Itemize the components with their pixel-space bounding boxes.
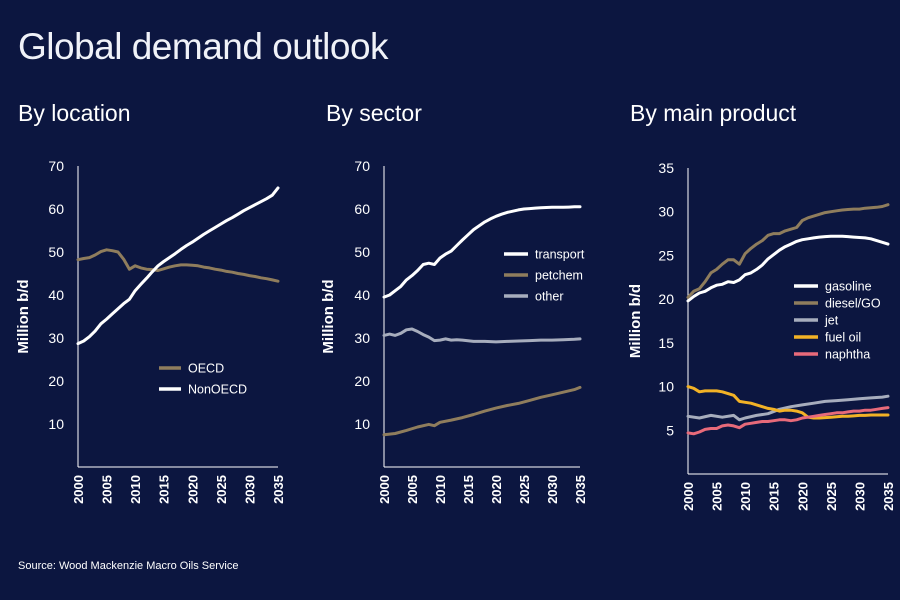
x-tick-label: 2030 [242,475,257,504]
legend-label-other: other [535,290,564,304]
y-tick-label: 20 [658,291,674,307]
y-tick-label: 20 [354,373,370,389]
series-line-gasoline [686,234,890,303]
y-tick-label: 40 [354,287,370,303]
x-tick-label: 2000 [71,475,86,504]
series-line-diesel-go [686,203,890,299]
legend-label-petchem: petchem [535,269,583,283]
page-title: Global demand outlook [18,26,389,67]
y-tick-label: 10 [48,416,64,432]
x-tick-label: 2015 [767,482,782,511]
series-line-naphtha [686,406,890,436]
series-line-other [382,327,582,344]
x-tick-label: 2020 [489,475,504,504]
y-tick-label: 30 [48,330,64,346]
series-line-jet [686,394,890,422]
y-axis-label: Million b/d [320,279,337,353]
legend-label-jet: jet [824,314,839,328]
legend-label-nonoecd: NonOECD [188,383,247,397]
y-tick-label: 70 [354,158,370,174]
x-tick-label: 2035 [271,475,286,504]
legend-label-naphtha: naphtha [825,348,870,362]
panel-title-product: By main product [630,100,797,126]
y-tick-label: 10 [658,379,674,395]
y-tick-label: 35 [658,160,674,176]
y-tick-label: 20 [48,373,64,389]
x-tick-label: 2020 [795,482,810,511]
series-line-fuel-oil [686,385,890,420]
y-axis-label: Million b/d [627,284,644,358]
x-tick-label: 2020 [185,475,200,504]
x-tick-label: 2000 [681,482,696,511]
legend-label-fuel-oil: fuel oil [825,331,861,345]
y-tick-label: 60 [48,201,64,217]
x-tick-label: 2035 [881,482,896,511]
series-line-petchem [382,385,582,437]
y-axis-label: Million b/d [15,279,32,353]
legend-label-diesel-go: diesel/GO [825,297,881,311]
x-tick-label: 2005 [710,482,725,511]
panel-title-sector: By sector [326,100,422,126]
y-tick-label: 30 [354,330,370,346]
legend-label-oecd: OECD [188,362,224,376]
source-note: Source: Wood Mackenzie Macro Oils Servic… [18,560,239,572]
x-tick-label: 2025 [214,475,229,504]
x-tick-label: 2000 [377,475,392,504]
y-tick-label: 30 [658,204,674,220]
y-tick-label: 25 [658,247,674,263]
x-tick-label: 2010 [433,475,448,504]
x-tick-label: 2025 [824,482,839,511]
y-tick-label: 40 [48,287,64,303]
x-tick-label: 2030 [545,475,560,504]
legend-label-transport: transport [535,248,585,262]
y-tick-label: 50 [354,244,370,260]
x-tick-label: 2035 [573,475,588,504]
y-tick-label: 15 [658,335,674,351]
series-line-oecd [76,248,280,283]
legend-label-gasoline: gasoline [825,280,872,294]
y-tick-label: 70 [48,158,64,174]
series-line-transport [382,205,582,299]
series-line-nonoecd [76,186,280,346]
x-tick-label: 2015 [157,475,172,504]
panel-title-location: By location [18,100,131,126]
x-tick-label: 2025 [517,475,532,504]
x-tick-label: 2010 [738,482,753,511]
x-tick-label: 2005 [100,475,115,504]
y-tick-label: 50 [48,244,64,260]
y-tick-label: 10 [354,416,370,432]
y-tick-label: 5 [666,422,674,438]
x-tick-label: 2005 [405,475,420,504]
x-tick-label: 2015 [461,475,476,504]
y-tick-label: 60 [354,201,370,217]
x-tick-label: 2030 [852,482,867,511]
x-tick-label: 2010 [128,475,143,504]
